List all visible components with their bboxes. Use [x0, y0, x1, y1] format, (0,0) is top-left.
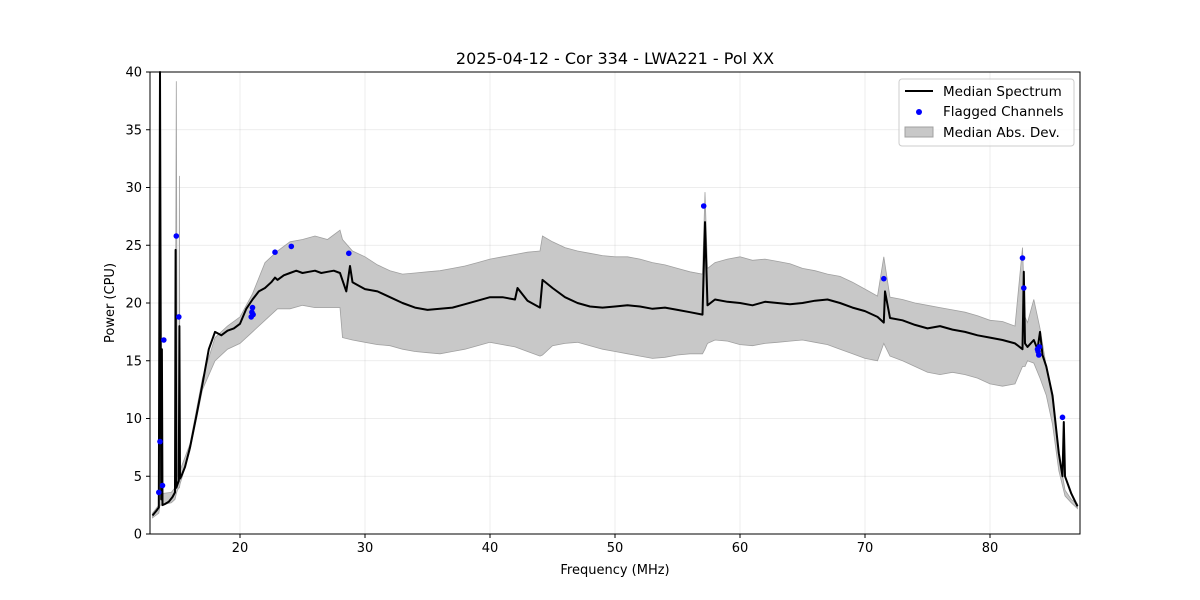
legend-fill-swatch: [904, 126, 934, 138]
x-axis-label: Frequency (MHz): [560, 563, 669, 578]
mad-band: [152, 71, 1078, 519]
flagged-channel-point: [288, 243, 295, 250]
flagged-channel-point: [346, 250, 352, 257]
y-axis: 0 5 10 15 20 25 30 35 40: [125, 66, 150, 543]
legend-box: [898, 78, 1075, 147]
flagged-channel-point: [161, 337, 167, 343]
y-tick-label: 15: [125, 354, 142, 369]
x-tick-label: 30: [357, 541, 374, 556]
flagged-channel-point: [157, 438, 163, 445]
flagged-channel-point: [272, 249, 278, 255]
x-tick-label: 70: [857, 541, 874, 556]
flagged-channel-point: [159, 482, 166, 489]
flagged-channel-point: [156, 489, 162, 496]
y-tick-label: 20: [125, 297, 142, 312]
x-tick-label: 80: [982, 541, 999, 556]
median-spectrum-line: [151, 71, 1079, 517]
x-axis: 20 30 40 50 60 70 80: [232, 534, 999, 556]
x-tick-label: 50: [607, 541, 624, 556]
flagged-channel-point: [1059, 414, 1066, 421]
median-spectrum-layer: [151, 71, 1079, 517]
y-axis-label: Power (CPU): [103, 263, 118, 343]
flagged-channel-point: [176, 314, 182, 320]
legend: Median Spectrum Flagged Channels Median …: [898, 78, 1075, 147]
flagged-channel-point: [1036, 352, 1042, 358]
chart-title: 2025-04-12 - Cor 334 - LWA221 - Pol XX: [456, 49, 774, 68]
mad-band-area: [152, 71, 1078, 519]
y-tick-label: 30: [125, 181, 142, 196]
legend-flagged-label: Flagged Channels: [943, 104, 1064, 120]
legend-mad-label: Median Abs. Dev.: [943, 125, 1060, 141]
legend-median-label: Median Spectrum: [943, 84, 1062, 100]
flagged-channel-point: [881, 275, 887, 282]
x-tick-label: 40: [482, 541, 499, 556]
x-tick-label: 60: [732, 541, 749, 556]
flagged-channel-point: [249, 304, 256, 311]
flagged-channel-point: [250, 311, 256, 318]
flagged-channel-point: [1019, 255, 1026, 261]
legend-dot-swatch: [916, 109, 922, 115]
y-tick-label: 40: [125, 66, 142, 81]
y-tick-label: 5: [134, 470, 142, 485]
flagged-channels-layer: [156, 203, 1066, 496]
y-tick-label: 0: [134, 528, 142, 543]
flagged-channel-point: [1021, 285, 1027, 291]
flagged-channel-point: [700, 203, 707, 209]
y-tick-label: 25: [125, 239, 142, 254]
x-tick-label: 20: [232, 541, 249, 556]
y-tick-label: 10: [125, 412, 142, 427]
flagged-channel-point: [1036, 344, 1043, 350]
y-tick-label: 35: [125, 123, 142, 138]
flagged-channel-point: [173, 233, 180, 239]
